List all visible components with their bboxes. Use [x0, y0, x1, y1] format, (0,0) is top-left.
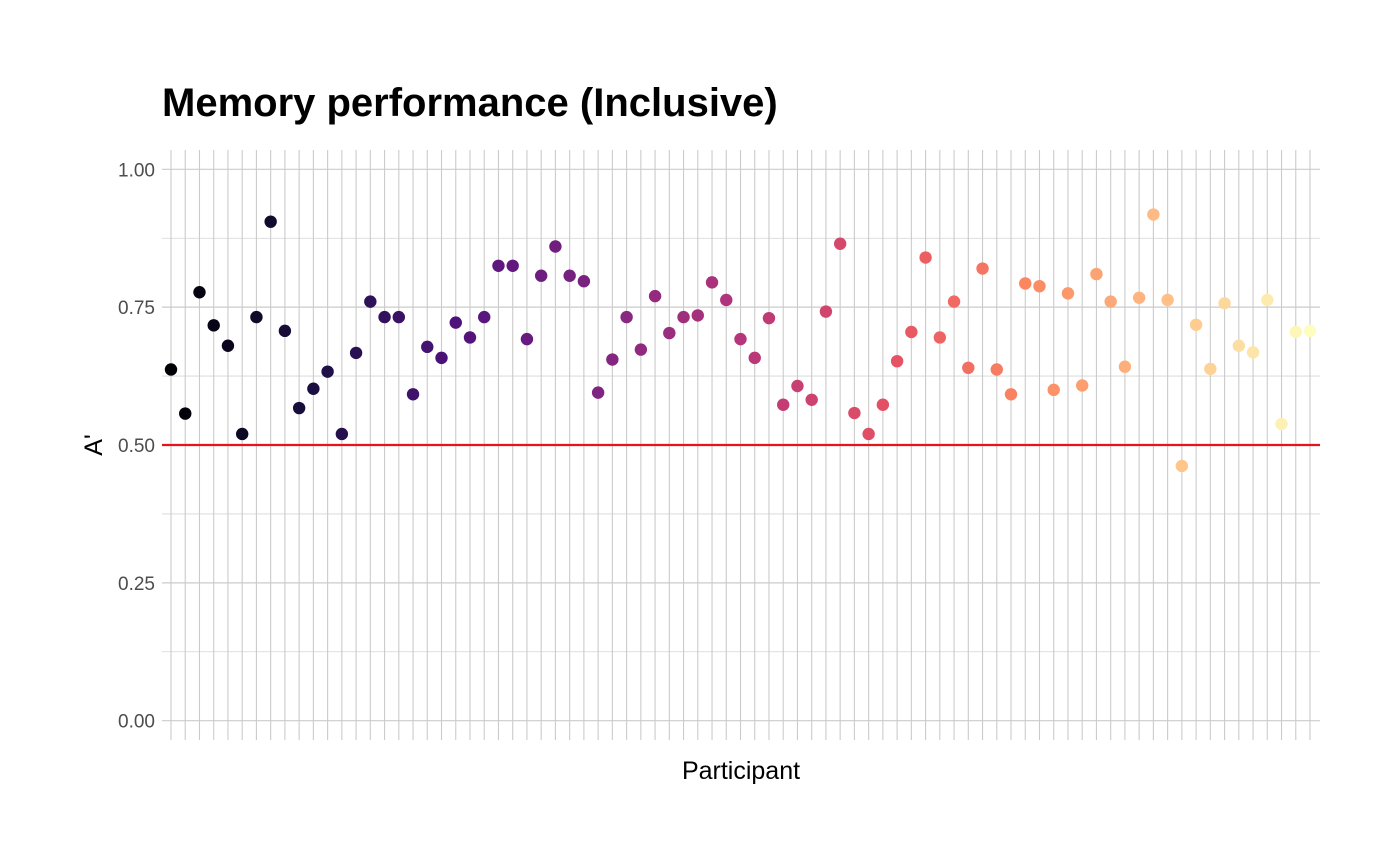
data-point — [278, 324, 292, 338]
y-axis-title: A' — [80, 434, 108, 455]
data-point — [1047, 383, 1060, 397]
data-point — [705, 276, 719, 289]
y-tick-label: 0.50 — [118, 436, 155, 457]
data-point — [606, 353, 619, 366]
y-tick-label: 1.00 — [118, 160, 155, 181]
data-point — [1232, 339, 1246, 352]
data-point — [734, 332, 747, 346]
data-point — [805, 393, 818, 406]
data-point — [648, 289, 662, 303]
data-point — [549, 240, 562, 253]
data-point — [506, 259, 519, 272]
data-point — [463, 331, 477, 344]
data-point — [1218, 297, 1231, 310]
data-point — [1275, 417, 1288, 431]
data-point — [748, 351, 761, 365]
data-point — [492, 259, 505, 272]
data-point — [179, 407, 192, 420]
data-point — [848, 406, 861, 420]
data-point — [1118, 360, 1132, 373]
data-point — [577, 275, 591, 288]
data-point — [720, 293, 733, 307]
data-point — [876, 398, 890, 411]
data-point — [392, 310, 405, 324]
data-point — [207, 319, 220, 332]
y-tick-label: 0.25 — [118, 574, 155, 595]
data-point — [563, 269, 576, 282]
data-point — [221, 339, 235, 352]
data-point — [1090, 267, 1103, 281]
data-point — [1132, 291, 1146, 304]
data-point — [321, 365, 334, 378]
data-point — [833, 237, 847, 250]
y-tick-label: 0.00 — [118, 712, 155, 733]
data-point — [292, 401, 306, 415]
data-point — [762, 311, 776, 325]
data-points — [164, 208, 1317, 473]
data-point — [349, 346, 363, 360]
y-tick-labels: 0.00 0.25 0.50 0.75 1.00 — [118, 160, 155, 732]
data-point — [691, 309, 704, 322]
data-point — [905, 325, 918, 339]
data-point — [307, 382, 320, 395]
chart-title: Memory performance (Inclusive) — [162, 81, 778, 125]
data-point — [1175, 459, 1189, 473]
data-point — [1076, 379, 1089, 392]
data-point — [819, 305, 833, 318]
data-point — [164, 363, 178, 376]
data-point — [449, 316, 462, 329]
data-point — [933, 331, 947, 344]
data-point — [962, 361, 975, 375]
data-point — [1161, 293, 1174, 307]
data-point — [1261, 293, 1274, 307]
data-point — [534, 269, 548, 282]
data-point — [435, 351, 448, 365]
data-point — [1104, 295, 1117, 308]
data-point — [1019, 277, 1032, 290]
data-point — [591, 386, 605, 399]
data-point — [1061, 287, 1075, 300]
data-point — [990, 363, 1003, 376]
data-point — [421, 340, 434, 354]
data-point — [663, 326, 676, 340]
data-point — [1246, 346, 1260, 359]
data-point — [1147, 208, 1160, 221]
data-point — [264, 215, 277, 228]
data-point — [1289, 325, 1302, 339]
data-point — [890, 354, 904, 368]
data-point — [620, 310, 633, 324]
data-point — [947, 295, 961, 308]
data-point — [193, 286, 206, 299]
data-point — [1004, 388, 1018, 401]
data-point — [335, 427, 349, 441]
data-point — [1033, 279, 1046, 293]
data-point — [919, 251, 932, 264]
data-point — [406, 388, 420, 401]
data-point — [777, 398, 790, 411]
data-point — [976, 262, 989, 275]
data-point — [378, 310, 391, 324]
data-point — [364, 295, 377, 308]
data-point — [677, 310, 690, 324]
data-point — [520, 332, 534, 346]
data-point — [634, 343, 648, 356]
data-point — [791, 379, 804, 393]
y-tick-label: 0.75 — [118, 298, 155, 319]
data-point — [1303, 324, 1317, 338]
data-point — [862, 427, 875, 441]
x-axis-title: Participant — [682, 757, 800, 785]
data-point — [478, 310, 491, 324]
data-point — [250, 310, 263, 324]
data-point — [235, 427, 249, 441]
data-point — [1204, 362, 1217, 376]
data-point — [1189, 318, 1203, 331]
